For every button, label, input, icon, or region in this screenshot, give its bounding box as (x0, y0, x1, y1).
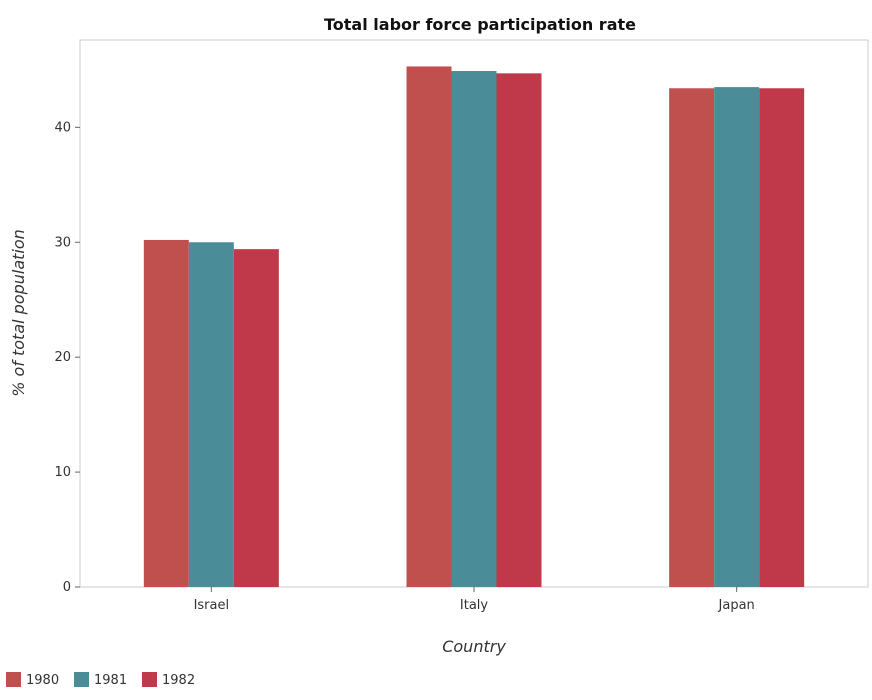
bar-israel-1982 (233, 249, 279, 587)
bar-israel-1980 (143, 239, 189, 587)
bar-israel-1981 (188, 242, 234, 587)
bar-japan-1980 (669, 88, 715, 587)
chart-title: Total labor force participation rate (324, 15, 636, 34)
x-tick-label: Italy (460, 598, 489, 613)
bar-italy-1981 (451, 71, 497, 587)
y-tick-label: 30 (54, 235, 71, 250)
x-tick-label: Japan (718, 598, 755, 613)
bar-italy-1982 (496, 73, 542, 588)
legend-label: 1980 (26, 673, 59, 688)
x-tick-label: Israel (194, 598, 230, 613)
legend-swatch (74, 672, 89, 687)
y-tick-label: 0 (63, 580, 71, 595)
y-tick-label: 10 (54, 465, 71, 480)
y-tick-label: 40 (54, 120, 71, 135)
bar-japan-1982 (759, 88, 805, 587)
legend-swatch (142, 672, 157, 687)
bar-italy-1980 (406, 66, 452, 588)
y-axis-ticks: 0 10 20 30 40 (54, 120, 80, 595)
x-axis-title: Country (442, 637, 506, 656)
x-axis-ticks: Israel Italy Japan (194, 587, 755, 613)
legend-label: 1981 (94, 673, 127, 688)
legend-swatch (6, 672, 21, 687)
bar-japan-1981 (714, 87, 760, 588)
bars (143, 66, 805, 588)
y-tick-label: 20 (54, 350, 71, 365)
legend: 1980 1981 1982 (6, 672, 195, 688)
legend-label: 1982 (162, 673, 195, 688)
y-axis-title: % of total population (9, 229, 28, 397)
